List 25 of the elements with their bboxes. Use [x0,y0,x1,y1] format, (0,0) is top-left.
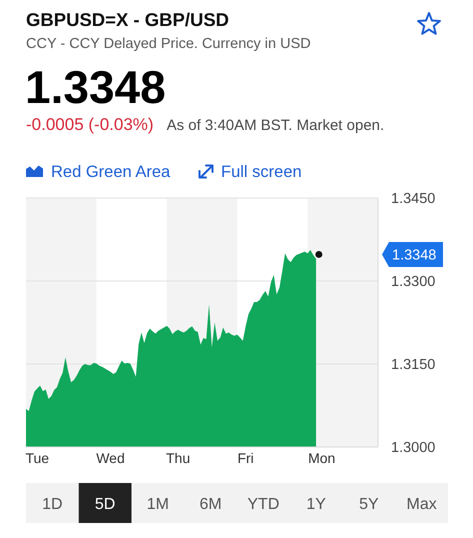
x-tick-label: Wed [96,450,125,466]
y-tick-label: 1.3000 [391,440,436,456]
y-tick-label: 1.3150 [391,357,436,374]
chart-title: GBPUSD=X - GBP/USD [26,9,230,30]
text: 5D [94,496,116,513]
x-tick-label: Fri [237,450,254,466]
x-tick-label: Tue [25,450,50,466]
text: 1.3348 [25,61,166,113]
y-tick-label: 1.3450 [391,191,436,208]
text: 6M [200,496,222,513]
text: 1.3348 [392,248,436,264]
text: Full screen [221,163,302,181]
text: 5Y [359,496,379,513]
text: As of 3:40AM BST. Market open. [166,117,384,134]
x-tick-label: Thu [166,450,190,466]
x-tick-label: Mon [308,450,336,466]
text: -0.0005 (-0.03%) [26,115,154,134]
chart-subtitle: CCY - CCY Delayed Price. Currency in USD [26,36,311,52]
y-tick-label: 1.3300 [391,274,436,290]
text: 1M [146,496,169,513]
text: 1Y [306,496,326,513]
text: Max [406,496,437,513]
text: YTD [247,496,280,513]
text: 1D [42,496,63,513]
text: Red Green Area [51,163,172,181]
